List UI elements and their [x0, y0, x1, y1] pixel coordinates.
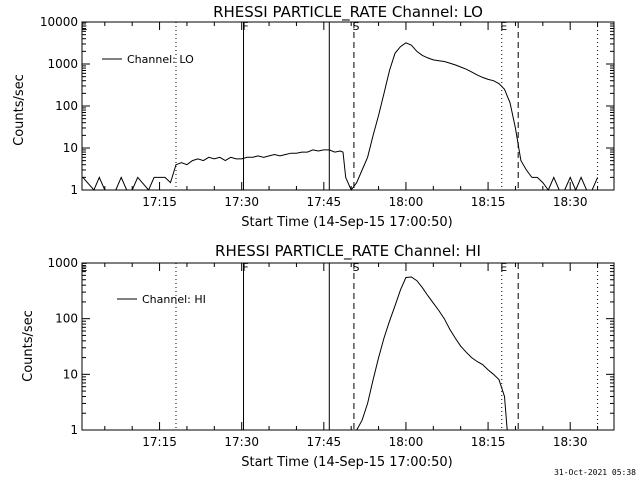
y-tick-label: 10 — [63, 367, 78, 381]
data-series-line — [82, 42, 599, 192]
x-tick-label: 17:15 — [142, 195, 177, 209]
x-axis-label: Start Time (14-Sep-15 17:00:50) — [241, 215, 452, 230]
y-tick-label: 100 — [55, 312, 78, 326]
chart-title: RHESSI PARTICLE_RATE Channel: LO — [213, 3, 483, 22]
y-tick-label: 100 — [55, 99, 78, 113]
y-tick-label: 1 — [70, 423, 78, 437]
x-tick-label: 17:45 — [307, 435, 342, 449]
y-axis-label: Counts/sec — [21, 310, 36, 382]
timestamp: 31-Oct-2021 05:38 — [554, 468, 636, 477]
x-tick-label: 18:30 — [553, 435, 588, 449]
panel-hi-channel: RHESSI PARTICLE_RATE Channel: HI Counts/… — [21, 242, 615, 470]
x-tick-label: 18:00 — [389, 435, 424, 449]
panel-lo-channel: RHESSI PARTICLE_RATE Channel: LO Counts/… — [12, 3, 615, 230]
x-tick-label: 17:30 — [224, 435, 259, 449]
x-tick-label: 17:15 — [142, 435, 177, 449]
event-marker-label: E — [81, 261, 88, 274]
plot-frame — [81, 21, 615, 191]
event-marker-label: E — [500, 20, 507, 33]
event-marker-label: S — [352, 20, 359, 33]
y-tick-label: 1 — [70, 183, 78, 197]
event-marker-label: F — [242, 20, 248, 33]
event-marker-label: E — [81, 20, 88, 33]
x-tick-label: 17:45 — [307, 195, 342, 209]
y-axis-label: Counts/sec — [12, 74, 27, 146]
x-tick-label: 17:30 — [224, 195, 259, 209]
event-marker-label: S — [352, 261, 359, 274]
x-tick-label: 18:00 — [389, 195, 424, 209]
event-marker-label: F — [242, 261, 248, 274]
y-tick-label: 10 — [63, 141, 78, 155]
chart-title: RHESSI PARTICLE_RATE Channel: HI — [215, 242, 481, 261]
x-tick-label: 18:30 — [553, 195, 588, 209]
plot-frame — [81, 262, 615, 431]
x-tick-label: 18:15 — [471, 435, 506, 449]
y-tick-label: 1000 — [47, 256, 78, 270]
legend-label: Channel: LO — [127, 53, 194, 66]
x-axis-label: Start Time (14-Sep-15 17:00:50) — [241, 455, 452, 470]
y-tick-label: 1000 — [47, 57, 78, 71]
x-tick-label: 18:15 — [471, 195, 506, 209]
y-tick-label: 10000 — [40, 15, 78, 29]
data-series-line — [356, 276, 508, 431]
event-marker-label: E — [500, 261, 507, 274]
legend-label: Channel: HI — [142, 293, 206, 306]
